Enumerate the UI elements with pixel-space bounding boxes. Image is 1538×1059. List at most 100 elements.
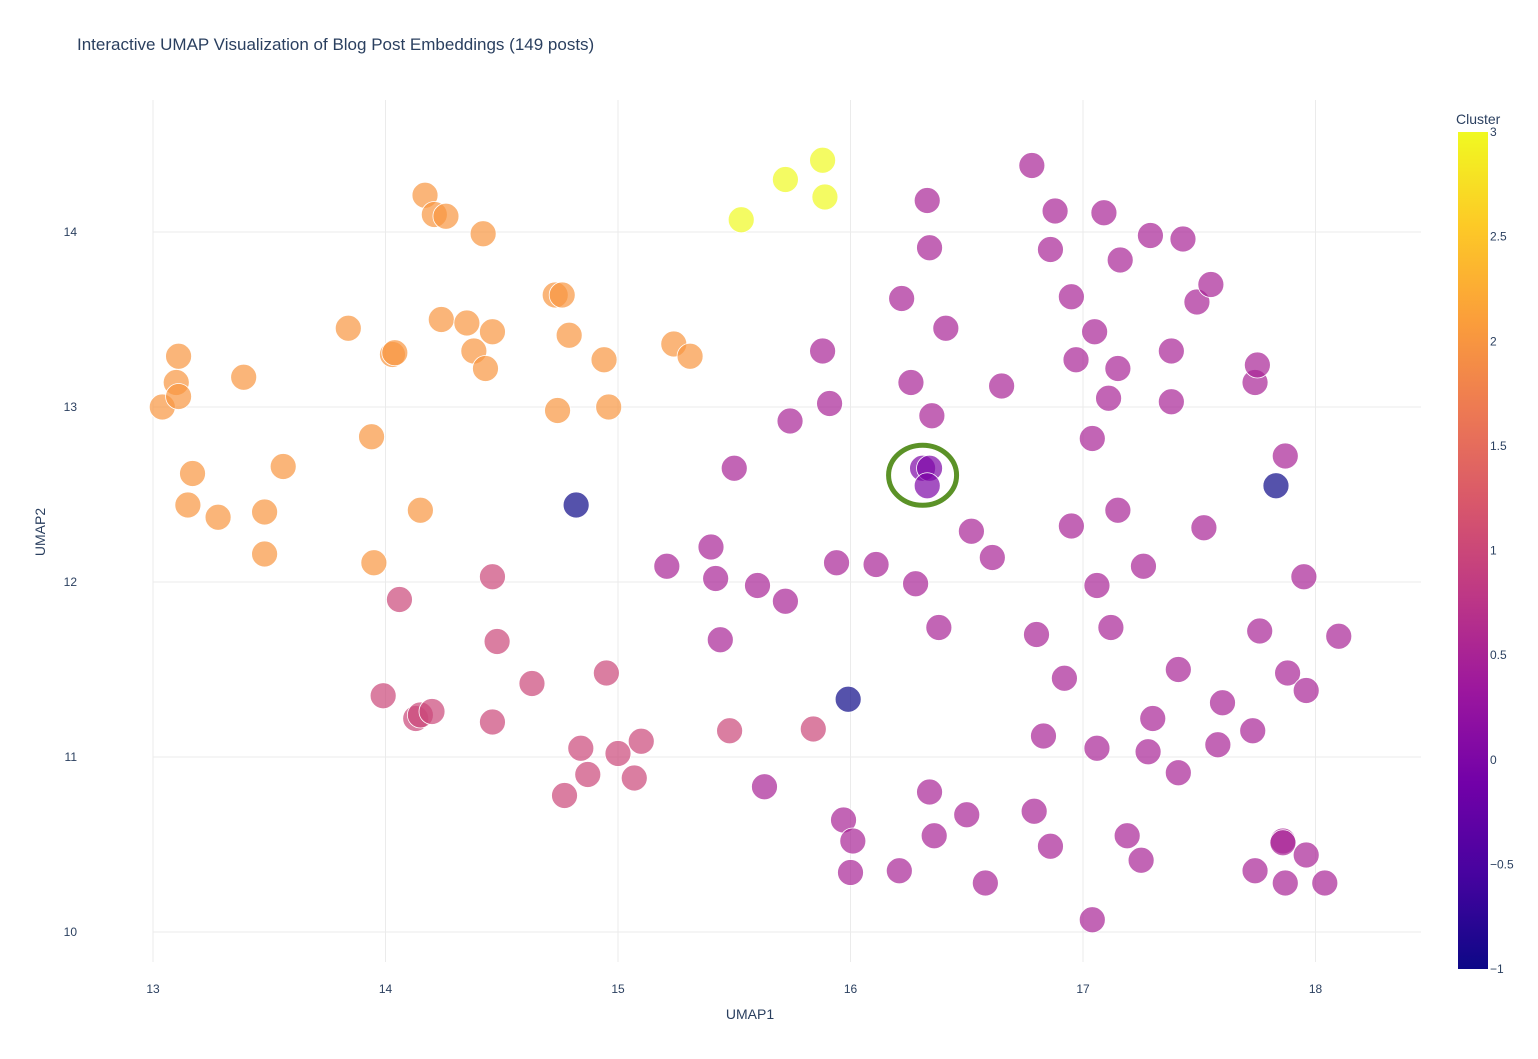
data-point[interactable] xyxy=(592,659,620,687)
data-point[interactable] xyxy=(479,708,506,736)
data-point[interactable] xyxy=(1271,442,1299,470)
data-point[interactable] xyxy=(1104,355,1132,382)
data-point[interactable] xyxy=(916,234,943,262)
data-point[interactable] xyxy=(862,551,890,578)
data-point[interactable] xyxy=(839,827,867,855)
data-point[interactable] xyxy=(1018,152,1046,179)
data-point[interactable] xyxy=(418,698,446,725)
data-point[interactable] xyxy=(551,782,578,809)
data-point[interactable] xyxy=(925,614,953,641)
data-point[interactable] xyxy=(1030,722,1057,750)
data-point[interactable] xyxy=(604,740,632,767)
data-point[interactable] xyxy=(1104,496,1132,524)
data-point[interactable] xyxy=(885,857,913,885)
data-point[interactable] xyxy=(727,206,755,234)
data-point[interactable] xyxy=(1197,271,1225,298)
data-point[interactable] xyxy=(174,491,202,519)
data-point[interactable] xyxy=(620,764,648,792)
data-point[interactable] xyxy=(1078,906,1106,934)
data-point[interactable] xyxy=(1083,734,1111,762)
data-point[interactable] xyxy=(1241,857,1269,885)
data-point[interactable] xyxy=(269,453,297,480)
data-point[interactable] xyxy=(1169,225,1197,253)
data-point[interactable] xyxy=(1137,222,1164,249)
data-point[interactable] xyxy=(1020,797,1048,825)
data-point[interactable] xyxy=(653,552,681,580)
data-point[interactable] xyxy=(386,586,413,613)
data-point[interactable] xyxy=(1157,388,1185,416)
data-point[interactable] xyxy=(165,342,192,370)
data-point[interactable] xyxy=(204,503,232,531)
data-point[interactable] xyxy=(902,570,929,598)
data-point[interactable] xyxy=(469,220,497,248)
data-point[interactable] xyxy=(562,491,590,519)
data-point[interactable] xyxy=(744,572,771,599)
data-point[interactable] xyxy=(1290,563,1318,591)
data-point[interactable] xyxy=(751,773,778,801)
data-point[interactable] xyxy=(1090,199,1118,227)
data-point[interactable] xyxy=(716,717,743,745)
data-point[interactable] xyxy=(1062,346,1090,374)
data-point[interactable] xyxy=(574,761,602,788)
data-point[interactable] xyxy=(369,682,397,710)
data-point[interactable] xyxy=(720,454,748,482)
data-point[interactable] xyxy=(1262,472,1290,500)
data-point[interactable] xyxy=(1057,283,1085,311)
data-point[interactable] xyxy=(916,778,943,806)
data-point[interactable] xyxy=(988,372,1016,400)
data-point[interactable] xyxy=(823,549,850,577)
data-point[interactable] xyxy=(1113,822,1141,850)
data-point[interactable] xyxy=(381,339,409,367)
data-point[interactable] xyxy=(799,715,827,743)
data-point[interactable] xyxy=(953,801,981,829)
data-point[interactable] xyxy=(1083,572,1111,599)
data-point[interactable] xyxy=(483,628,511,655)
data-point[interactable] xyxy=(251,498,279,526)
data-point[interactable] xyxy=(595,393,623,421)
data-point[interactable] xyxy=(1190,514,1218,542)
data-point[interactable] xyxy=(978,544,1006,571)
data-point[interactable] xyxy=(251,540,279,568)
data-point[interactable] xyxy=(427,306,455,333)
data-point[interactable] xyxy=(1041,197,1069,225)
data-point[interactable] xyxy=(1269,829,1297,857)
data-point[interactable] xyxy=(1134,738,1162,766)
data-point[interactable] xyxy=(1037,236,1064,263)
data-point[interactable] xyxy=(1037,832,1064,860)
data-point[interactable] xyxy=(544,397,571,424)
data-point[interactable] xyxy=(334,314,362,342)
data-point[interactable] xyxy=(1139,705,1167,732)
data-point[interactable] xyxy=(676,342,704,370)
data-point[interactable] xyxy=(706,626,734,654)
data-point[interactable] xyxy=(1078,425,1106,452)
data-point[interactable] xyxy=(772,587,799,615)
data-point[interactable] xyxy=(165,383,192,410)
data-point[interactable] xyxy=(1292,677,1320,704)
data-point[interactable] xyxy=(567,734,595,762)
data-point[interactable] xyxy=(230,363,258,391)
data-point[interactable] xyxy=(179,460,206,487)
data-point[interactable] xyxy=(358,423,385,451)
data-point[interactable] xyxy=(918,402,946,430)
data-point[interactable] xyxy=(1243,351,1271,379)
data-point[interactable] xyxy=(1325,622,1353,650)
data-point[interactable] xyxy=(453,309,481,337)
data-point[interactable] xyxy=(1130,552,1157,580)
data-point[interactable] xyxy=(697,533,725,561)
data-point[interactable] xyxy=(811,183,839,211)
data-point[interactable] xyxy=(809,146,836,174)
data-point[interactable] xyxy=(1271,869,1299,897)
data-point[interactable] xyxy=(1081,318,1109,346)
data-point[interactable] xyxy=(776,407,804,435)
data-point[interactable] xyxy=(1051,664,1078,692)
data-point[interactable] xyxy=(971,869,999,897)
data-point[interactable] xyxy=(1292,841,1320,869)
data-point[interactable] xyxy=(958,517,985,545)
data-point[interactable] xyxy=(702,565,730,592)
data-point[interactable] xyxy=(1157,337,1185,365)
data-point[interactable] xyxy=(837,859,864,886)
data-point[interactable] xyxy=(548,281,576,309)
data-point[interactable] xyxy=(897,369,925,396)
data-point[interactable] xyxy=(432,202,460,230)
data-point[interactable] xyxy=(1204,731,1232,759)
